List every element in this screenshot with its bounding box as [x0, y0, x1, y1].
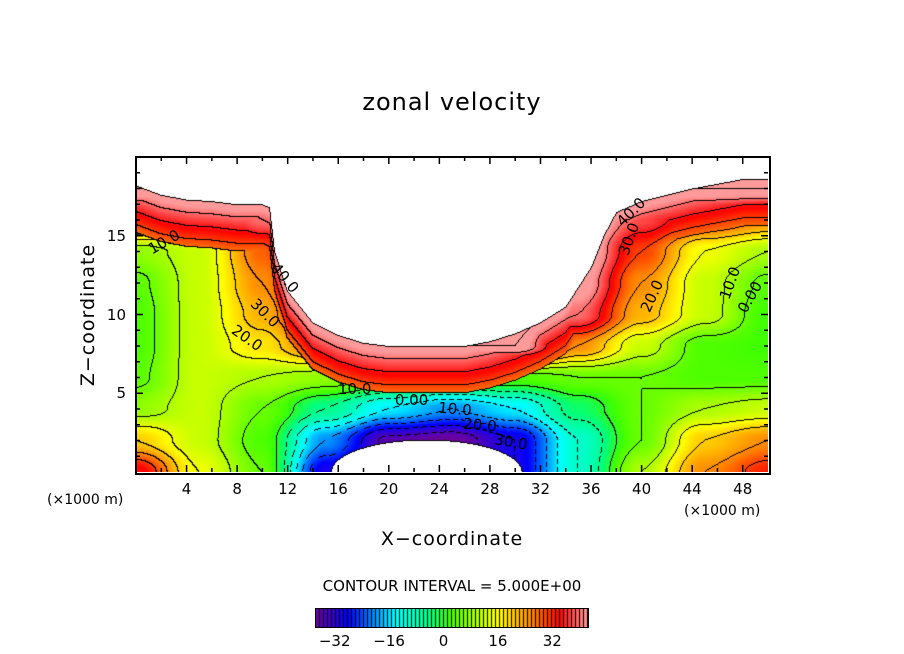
y-tick-label: 5	[116, 384, 126, 403]
x-tick-label: 28	[480, 480, 500, 498]
y-axis-label: Z−coordinate	[77, 243, 99, 387]
y-tick-label: 15	[106, 226, 126, 245]
contour-interval-text: CONTOUR INTERVAL = 5.000E+00	[322, 577, 582, 595]
x-tick-label: 36	[581, 480, 601, 498]
contour-plot-area	[136, 157, 768, 472]
x-tick-label: 12	[278, 480, 298, 498]
colorbar-tick-label: 32	[542, 632, 562, 650]
contour-label: 10.0	[337, 379, 372, 398]
chart-title: zonal velocity	[362, 88, 542, 116]
x-tick-label: 32	[530, 480, 551, 498]
x-tick-label: 44	[682, 480, 702, 498]
x-axis-label: X−coordinate	[380, 528, 524, 550]
x-tick-label: 40	[632, 480, 652, 498]
x-tick-label: 24	[429, 480, 449, 498]
colorbar-tick-label: −16	[373, 632, 405, 650]
colorbar-tick-label: −32	[318, 632, 351, 650]
x-tick-label: 8	[232, 480, 242, 498]
colorbar-tick-label: 16	[488, 632, 508, 650]
colorbar-tick-label: 0	[438, 632, 449, 650]
colorbar	[316, 609, 588, 627]
y-tick-label: 10	[106, 305, 126, 324]
colorbar-frame	[315, 608, 589, 628]
x-tick-label: 20	[379, 480, 399, 498]
x-tick-label: 48	[733, 480, 753, 498]
x-unit-right: (×1000 m)	[684, 503, 761, 519]
contour-label: 0.00	[394, 390, 429, 409]
x-tick-label: 16	[328, 480, 348, 498]
x-tick-label: 4	[181, 480, 192, 498]
x-unit-left: (×1000 m)	[47, 492, 124, 508]
